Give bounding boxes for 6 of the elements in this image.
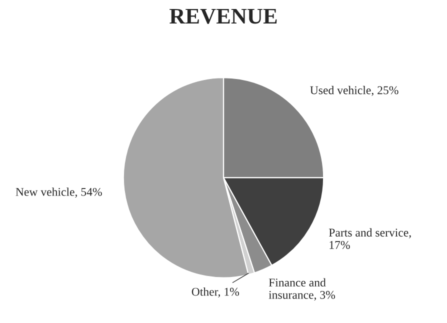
slice-label: New vehicle, 54%	[16, 188, 102, 198]
slice-label: Parts and service, 17%	[328, 228, 411, 249]
slice-label: Other, 1%	[192, 287, 240, 298]
slice-label: Finance and insurance, 3%	[268, 278, 336, 301]
slice-label: Used vehicle, 25%	[310, 86, 398, 96]
chart-title: REVENUE	[170, 8, 277, 24]
